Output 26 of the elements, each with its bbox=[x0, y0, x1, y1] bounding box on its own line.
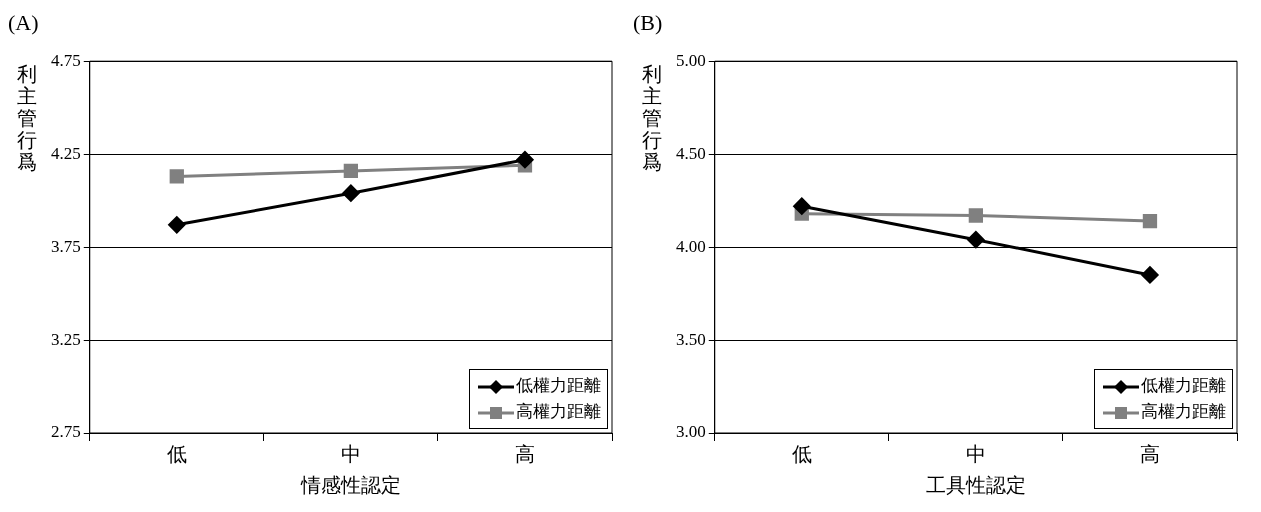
legend-label: 低權力距離 bbox=[1140, 375, 1226, 397]
y-tick-label: 3.25 bbox=[51, 329, 81, 349]
x-tick-label: 高 bbox=[514, 443, 535, 466]
x-tick-label: 中 bbox=[965, 443, 986, 466]
y-tick-label: 5.00 bbox=[676, 50, 706, 70]
y-tick-label: 3.00 bbox=[676, 422, 706, 442]
y-tick-label: 4.00 bbox=[676, 236, 706, 256]
y-tick-label: 4.25 bbox=[51, 143, 81, 163]
y-tick-label: 3.75 bbox=[51, 236, 81, 256]
y-axis-title: 利主管行爲 bbox=[641, 63, 663, 173]
x-axis-title: 情感性認定 bbox=[299, 474, 401, 497]
y-axis-title: 利主管行爲 bbox=[16, 63, 38, 173]
y-tick-label: 4.50 bbox=[676, 143, 706, 163]
y-tick-label: 4.75 bbox=[51, 50, 81, 70]
x-axis-title: 工具性認定 bbox=[925, 474, 1026, 497]
chart-title: (A) bbox=[8, 10, 39, 36]
chart-title: (B) bbox=[633, 10, 663, 36]
legend-label: 高權力距離 bbox=[1140, 401, 1226, 423]
x-tick-label: 低 bbox=[791, 443, 812, 466]
y-tick-label: 2.75 bbox=[51, 422, 81, 442]
legend-label: 高權力距離 bbox=[515, 401, 601, 423]
x-tick-label: 高 bbox=[1139, 443, 1160, 466]
legend-label: 低權力距離 bbox=[515, 375, 601, 397]
x-tick-label: 中 bbox=[340, 443, 361, 466]
x-tick-label: 低 bbox=[166, 443, 187, 466]
y-tick-label: 3.50 bbox=[676, 329, 706, 349]
